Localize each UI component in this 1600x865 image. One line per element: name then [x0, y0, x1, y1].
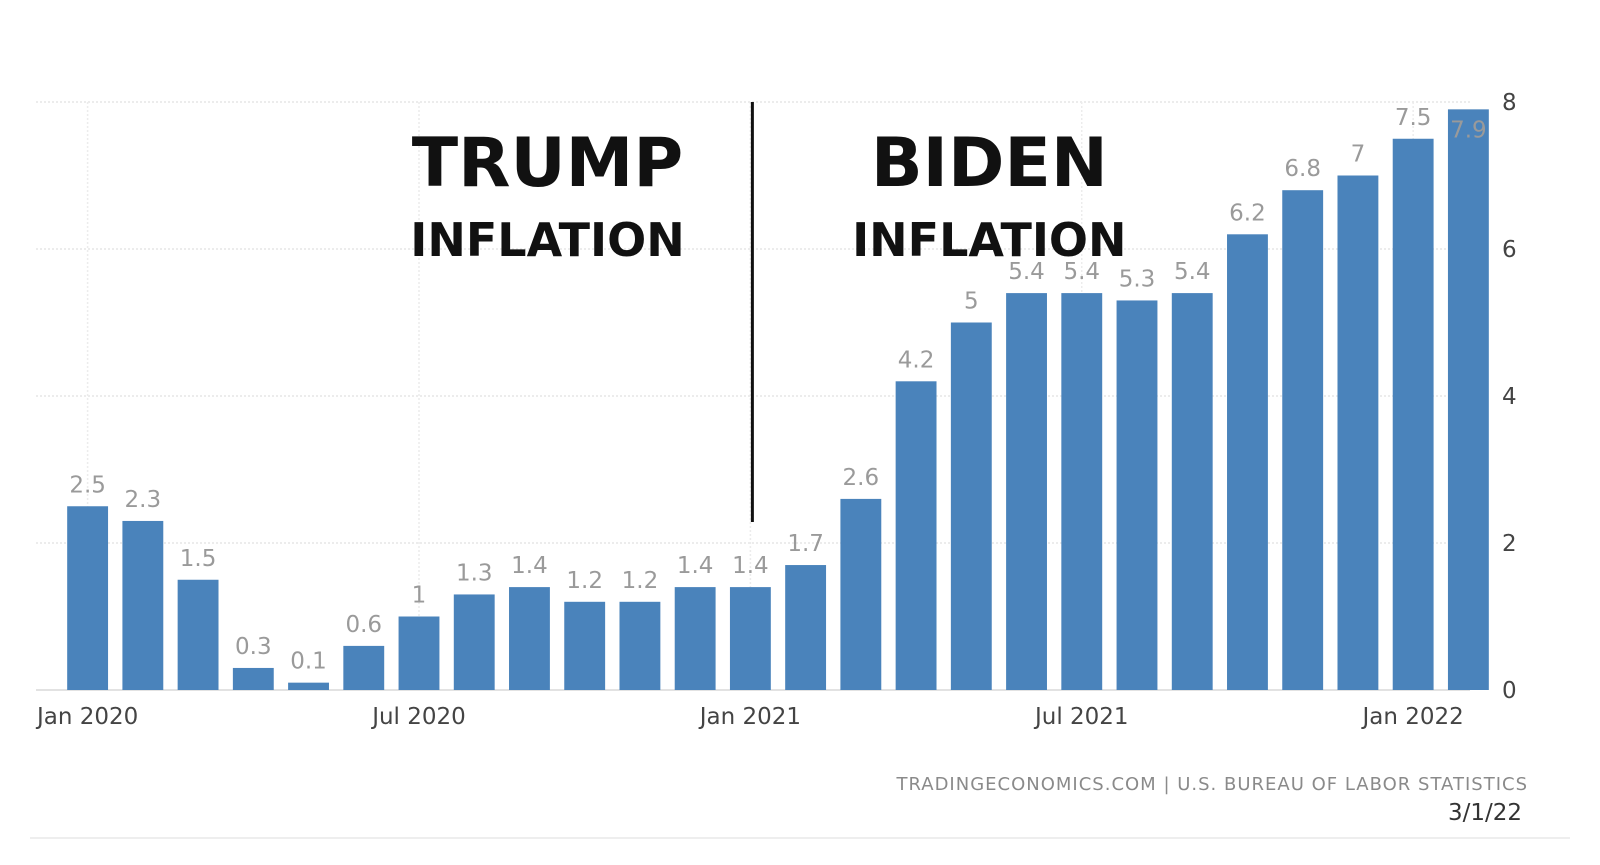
data-label-9: 1.2 — [566, 568, 603, 594]
bar-18 — [1061, 293, 1103, 690]
bar-21 — [1227, 234, 1268, 691]
bar-4 — [288, 682, 329, 690]
data-label-1: 2.3 — [125, 487, 162, 513]
annotation-1: INFLATION — [410, 213, 684, 267]
bar-11 — [674, 587, 716, 690]
y-tick-4: 4 — [1502, 384, 1517, 410]
bar-7 — [453, 594, 495, 690]
source-credit: TRADINGECONOMICS.COM | U.S. BUREAU OF LA… — [895, 774, 1528, 795]
bar-series — [67, 109, 1489, 691]
bar-1 — [122, 520, 164, 690]
data-label-22: 6.8 — [1284, 156, 1321, 182]
bar-22 — [1282, 190, 1324, 690]
data-label-21: 6.2 — [1229, 200, 1266, 226]
date-note: 3/1/22 — [1448, 800, 1522, 826]
y-tick-6: 6 — [1502, 237, 1517, 263]
data-label-19: 5.3 — [1119, 266, 1156, 292]
data-label-6: 1 — [412, 583, 427, 609]
x-tick-18: Jul 2021 — [1033, 704, 1129, 730]
bar-8 — [509, 587, 550, 690]
data-label-7: 1.3 — [456, 560, 493, 586]
data-label-16: 5 — [964, 289, 979, 315]
bar-15 — [895, 381, 937, 690]
data-label-11: 1.4 — [677, 553, 714, 579]
bar-6 — [398, 616, 440, 690]
annotation-3: INFLATION — [852, 213, 1126, 267]
x-tick-24: Jan 2022 — [1360, 704, 1463, 730]
bar-16 — [950, 322, 992, 690]
data-label-10: 1.2 — [622, 568, 659, 594]
bar-13 — [785, 565, 827, 690]
data-label-12: 1.4 — [732, 553, 769, 579]
bar-23 — [1337, 175, 1379, 690]
data-label-24: 7.5 — [1395, 105, 1432, 131]
bar-3 — [232, 667, 274, 690]
era-annotations: TRUMP INFLATION BIDEN INFLATION — [410, 124, 1126, 267]
bar-0 — [67, 506, 109, 690]
bar-14 — [840, 498, 882, 690]
bar-10 — [619, 601, 661, 690]
data-label-14: 2.6 — [843, 465, 880, 491]
bar-19 — [1116, 300, 1158, 690]
data-label-18: 5.4 — [1063, 259, 1100, 285]
bar-25 — [1447, 109, 1489, 691]
x-tick-0: Jan 2020 — [35, 704, 138, 730]
bar-17 — [1006, 293, 1047, 690]
y-tick-8: 8 — [1502, 90, 1517, 116]
x-axis-tick-labels: Jan 2020 Jul 2020 Jan 2021 Jul 2021 Jan 2022 — [35, 704, 1464, 730]
data-label-4: 0.1 — [290, 649, 327, 675]
data-label-3: 0.3 — [235, 634, 272, 660]
data-label-15: 4.2 — [898, 347, 935, 373]
data-label-2: 1.5 — [180, 546, 217, 572]
bar-12 — [729, 587, 771, 690]
data-labels: 2.5 2.3 1.5 0.3 0.1 0.6 1 1.3 1.4 1.2 1.2 1.4 1.4 1.7… — [69, 105, 1486, 675]
y-axis-tick-labels: 0 2 4 6 8 — [1502, 90, 1517, 704]
bar-20 — [1171, 293, 1213, 690]
bar-9 — [564, 601, 606, 690]
data-label-20: 5.4 — [1174, 259, 1211, 285]
data-label-13: 1.7 — [787, 531, 824, 557]
bar-2 — [177, 579, 219, 690]
y-tick-2: 2 — [1502, 531, 1517, 557]
y-tick-0: 0 — [1502, 678, 1517, 704]
data-label-17: 5.4 — [1008, 259, 1045, 285]
data-label-0: 2.5 — [69, 472, 106, 498]
data-label-8: 1.4 — [511, 553, 548, 579]
annotation-2: BIDEN — [871, 124, 1108, 203]
data-label-23: 7 — [1351, 142, 1366, 168]
data-label-25: 7.9 — [1450, 117, 1487, 143]
x-tick-12: Jan 2021 — [698, 704, 801, 730]
annotation-0: TRUMP — [412, 124, 683, 203]
x-tick-6: Jul 2020 — [370, 704, 466, 730]
bar-5 — [343, 645, 385, 690]
data-label-5: 0.6 — [345, 612, 382, 638]
bar-24 — [1392, 138, 1434, 690]
